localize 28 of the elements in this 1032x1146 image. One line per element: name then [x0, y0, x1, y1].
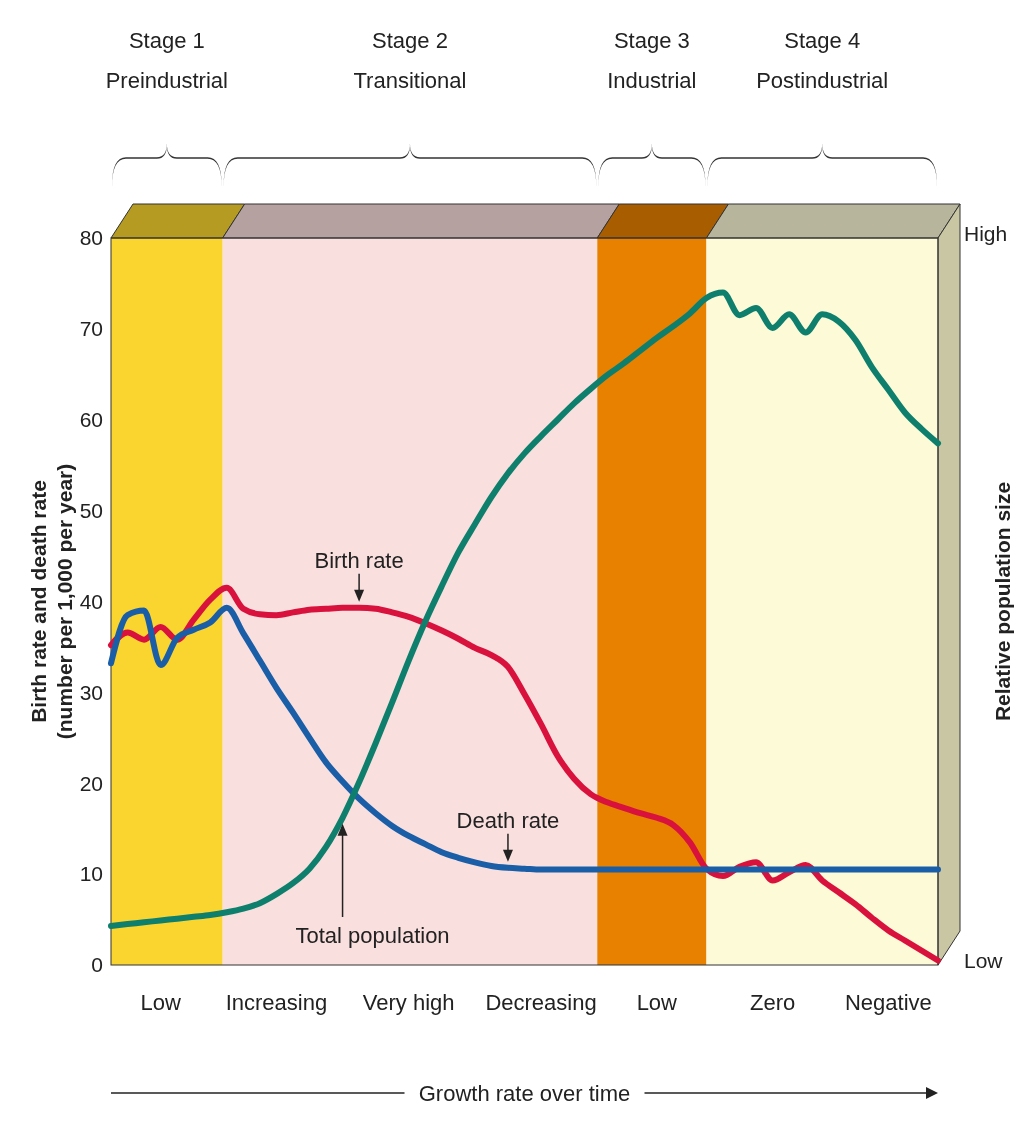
x-tick-label: Zero — [749, 990, 796, 1015]
y2-axis-title: Relative population size — [991, 481, 1014, 722]
y-tick-label: 80 — [79, 226, 103, 250]
x-tick-label: Decreasing — [485, 990, 597, 1015]
y-tick-label: 50 — [79, 498, 103, 522]
y-tick-label: 60 — [79, 408, 103, 432]
text: Stage 4 Postindustrial — [756, 28, 889, 93]
y-tick-label: 70 — [79, 317, 103, 341]
y-tick-label: 40 — [79, 589, 103, 613]
text: Stage 2 Transitional — [353, 28, 467, 93]
text: Stage 3 Industrial — [607, 28, 697, 93]
series-label: Birth rate — [314, 547, 404, 573]
x-tick-label: Low — [636, 990, 678, 1015]
x-tick-label: Negative — [844, 990, 932, 1015]
x-tick-label: Increasing — [225, 990, 328, 1015]
y-tick-label: 30 — [79, 680, 103, 704]
text: High — [964, 222, 1008, 246]
series-label: Death rate — [456, 807, 560, 833]
series-label: Total population — [295, 923, 450, 948]
y-tick-label: 20 — [79, 771, 103, 795]
y-tick-label: 0 — [91, 953, 103, 977]
x-axis-title: Growth rate over time — [418, 1081, 631, 1106]
x-tick-label: Very high — [362, 990, 455, 1015]
text: Low — [964, 949, 1004, 973]
text: Stage 1 Preindustrial — [105, 28, 228, 93]
x-tick-label: Low — [140, 990, 181, 1015]
y-axis-title: Birth rate and death rate (number per 1,000 per year) — [27, 463, 76, 740]
y-tick-label: 10 — [79, 862, 103, 886]
